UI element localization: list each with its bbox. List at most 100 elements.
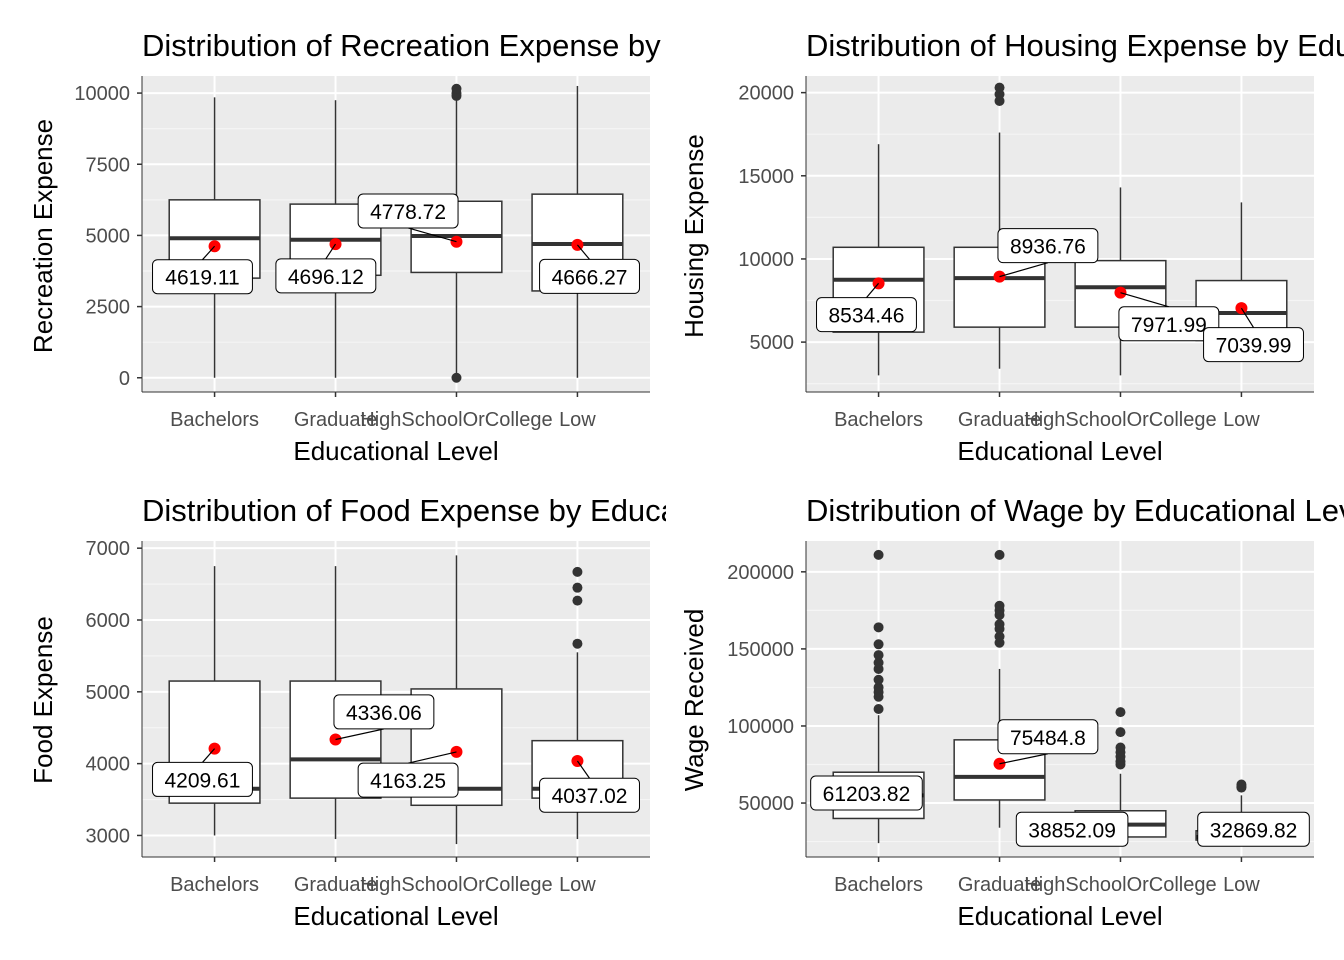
x-tick-label: HighSchoolOrCollege bbox=[1024, 409, 1216, 431]
y-tick-label: 2500 bbox=[86, 297, 131, 319]
x-tick-label: Low bbox=[559, 874, 596, 896]
y-tick-label: 5000 bbox=[750, 332, 795, 354]
y-tick-label: 6000 bbox=[86, 610, 131, 632]
outlier-point bbox=[873, 650, 884, 661]
outlier-point bbox=[873, 657, 884, 668]
mean-label: 4163.25 bbox=[370, 770, 446, 793]
mean-label-box bbox=[997, 719, 1099, 755]
outlier-point bbox=[572, 582, 583, 593]
outlier-point bbox=[572, 566, 583, 577]
outlier-point bbox=[873, 622, 884, 633]
mean-label: 4619.11 bbox=[165, 267, 239, 290]
label-leader-line bbox=[407, 751, 457, 764]
x-tick-label: HighSchoolOrCollege bbox=[360, 409, 552, 431]
x-tick-label: Graduate bbox=[958, 409, 1041, 431]
mean-label: 4666.27 bbox=[552, 266, 628, 289]
box-graduate bbox=[953, 82, 1046, 369]
mean-label-box bbox=[539, 258, 640, 294]
mean-label-box bbox=[1015, 811, 1129, 847]
x-tick-label: Low bbox=[1223, 409, 1260, 431]
y-tick-label: 10000 bbox=[74, 83, 130, 105]
x-axis-title: Educational Level bbox=[293, 901, 498, 931]
mean-label-box bbox=[810, 775, 923, 811]
mean-label: 4696.12 bbox=[288, 266, 364, 289]
y-tick-label: 15000 bbox=[738, 166, 794, 188]
mean-label: 38852.09 bbox=[1028, 819, 1116, 842]
label-leader-line bbox=[999, 753, 1049, 765]
mean-label: 4336.06 bbox=[346, 702, 422, 725]
x-tick-label: Graduate bbox=[958, 874, 1041, 896]
x-tick-label: HighSchoolOrCollege bbox=[360, 874, 552, 896]
x-tick-label: Bachelors bbox=[170, 874, 259, 896]
label-leader-line bbox=[866, 282, 880, 299]
mean-label: 4209.61 bbox=[165, 769, 241, 792]
y-tick-label: 10000 bbox=[738, 249, 794, 271]
mean-label: 8936.76 bbox=[1010, 236, 1086, 259]
x-tick-label: Low bbox=[559, 409, 596, 431]
mean-label: 4037.02 bbox=[552, 785, 628, 808]
mean-label: 32869.82 bbox=[1210, 819, 1298, 842]
outlier-point bbox=[994, 549, 1005, 560]
y-tick-label: 50000 bbox=[738, 793, 794, 815]
mean-label: 61203.82 bbox=[823, 783, 911, 806]
y-tick-label: 0 bbox=[119, 368, 130, 390]
outlier-point bbox=[572, 595, 583, 606]
chart-panel: Distribution of Recreation Expense by Ed… bbox=[28, 28, 914, 466]
chart-panel: Distribution of Wage by Educational Leve… bbox=[679, 493, 1344, 931]
label-leader-line bbox=[1240, 307, 1255, 328]
x-axis-title: Educational Level bbox=[293, 436, 498, 466]
mean-label-box bbox=[1197, 811, 1310, 847]
label-leader-line bbox=[576, 244, 590, 260]
label-leader-line bbox=[1120, 292, 1170, 308]
outlier-point bbox=[572, 638, 583, 649]
label-leader-line bbox=[325, 243, 337, 260]
label-leader-line bbox=[202, 748, 216, 763]
x-tick-label: Low bbox=[1223, 874, 1260, 896]
chart-panel: Distribution of Housing Expense by Educa… bbox=[679, 28, 1344, 466]
mean-label-box bbox=[152, 259, 253, 295]
mean-label: 7971.99 bbox=[1131, 314, 1207, 337]
label-leader-line bbox=[576, 760, 591, 779]
y-tick-label: 5000 bbox=[86, 225, 131, 247]
y-tick-label: 150000 bbox=[727, 639, 794, 661]
y-tick-label: 3000 bbox=[86, 825, 131, 847]
x-axis-title: Educational Level bbox=[957, 901, 1162, 931]
label-leader-line bbox=[335, 728, 385, 741]
chart-title: Distribution of Food Expense by Educatio… bbox=[142, 493, 835, 528]
outlier-point bbox=[994, 631, 1005, 642]
mean-label-box bbox=[275, 258, 377, 294]
outlier-point bbox=[873, 674, 884, 685]
mean-label: 75484.8 bbox=[1010, 727, 1086, 750]
mean-label: 4778.72 bbox=[370, 201, 446, 224]
chart-panel: Distribution of Food Expense by Educatio… bbox=[28, 493, 835, 931]
outlier-point bbox=[1115, 707, 1126, 718]
x-tick-label: Bachelors bbox=[834, 409, 923, 431]
outlier-point bbox=[1115, 742, 1126, 753]
outlier-point bbox=[1236, 779, 1247, 790]
y-tick-label: 200000 bbox=[727, 562, 794, 584]
outlier-point bbox=[1115, 727, 1126, 738]
mean-label-box bbox=[357, 193, 459, 229]
x-tick-label: Bachelors bbox=[170, 409, 259, 431]
mean-label-box bbox=[997, 228, 1099, 264]
outlier-point bbox=[873, 682, 884, 693]
outlier-point bbox=[873, 639, 884, 650]
mean-label-box bbox=[539, 777, 640, 813]
label-leader-line bbox=[999, 262, 1049, 278]
y-tick-label: 100000 bbox=[727, 716, 794, 738]
outlier-point bbox=[873, 704, 884, 715]
y-tick-label: 4000 bbox=[86, 754, 131, 776]
y-tick-label: 7500 bbox=[86, 154, 131, 176]
mean-label-box bbox=[816, 297, 917, 333]
mean-label-box bbox=[152, 761, 253, 797]
chart-title: Distribution of Wage by Educational Leve… bbox=[806, 493, 1344, 528]
x-tick-label: Bachelors bbox=[834, 874, 923, 896]
x-tick-label: Graduate bbox=[294, 409, 377, 431]
chart-title: Distribution of Recreation Expense by Ed… bbox=[142, 28, 914, 63]
outlier-point bbox=[873, 549, 884, 560]
mean-label: 8534.46 bbox=[829, 305, 905, 328]
x-axis-title: Educational Level bbox=[957, 436, 1162, 466]
mean-label-box bbox=[1203, 327, 1304, 363]
outlier-point bbox=[451, 83, 462, 94]
